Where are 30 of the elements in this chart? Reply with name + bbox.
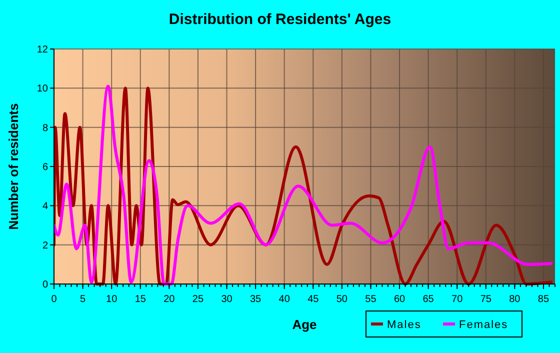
- y-tick-label: 4: [42, 201, 48, 212]
- x-axis-title: Age: [292, 317, 317, 332]
- chart-title: Distribution of Residents' Ages: [168, 11, 392, 28]
- x-tick-label: 25: [192, 294, 204, 305]
- legend-label: Males: [387, 319, 422, 331]
- x-tick-label: 20: [164, 294, 176, 305]
- y-tick-label: 2: [42, 240, 48, 252]
- x-tick-label: 45: [308, 294, 320, 305]
- x-tick-label: 30: [221, 294, 233, 305]
- x-tick-label: 75: [480, 294, 492, 305]
- x-tick-label: 0: [51, 294, 58, 305]
- legend-label: Females: [459, 319, 508, 331]
- x-tick-label: 40: [278, 294, 290, 305]
- y-tick-label: 8: [42, 122, 48, 134]
- x-tick-label: 65: [422, 294, 434, 305]
- x-tick-label: 55: [365, 294, 377, 305]
- y-tick-label: 10: [36, 84, 48, 95]
- y-tick-label: 6: [42, 162, 48, 173]
- x-tick-label: 5: [80, 294, 86, 305]
- y-tick-label: 0: [42, 280, 48, 290]
- x-tick-label: 10: [106, 294, 118, 305]
- x-tick-label: 35: [250, 294, 262, 305]
- x-tick-label: 80: [509, 294, 521, 305]
- x-tick-label: 70: [452, 294, 464, 305]
- y-tick-label: 12: [36, 44, 48, 56]
- x-tick-label: 60: [394, 294, 406, 305]
- x-tick-label: 50: [336, 294, 348, 305]
- y-axis-title: Number of residents: [6, 103, 21, 230]
- x-tick-label: 15: [134, 294, 146, 305]
- x-tick-label: 85: [538, 294, 550, 305]
